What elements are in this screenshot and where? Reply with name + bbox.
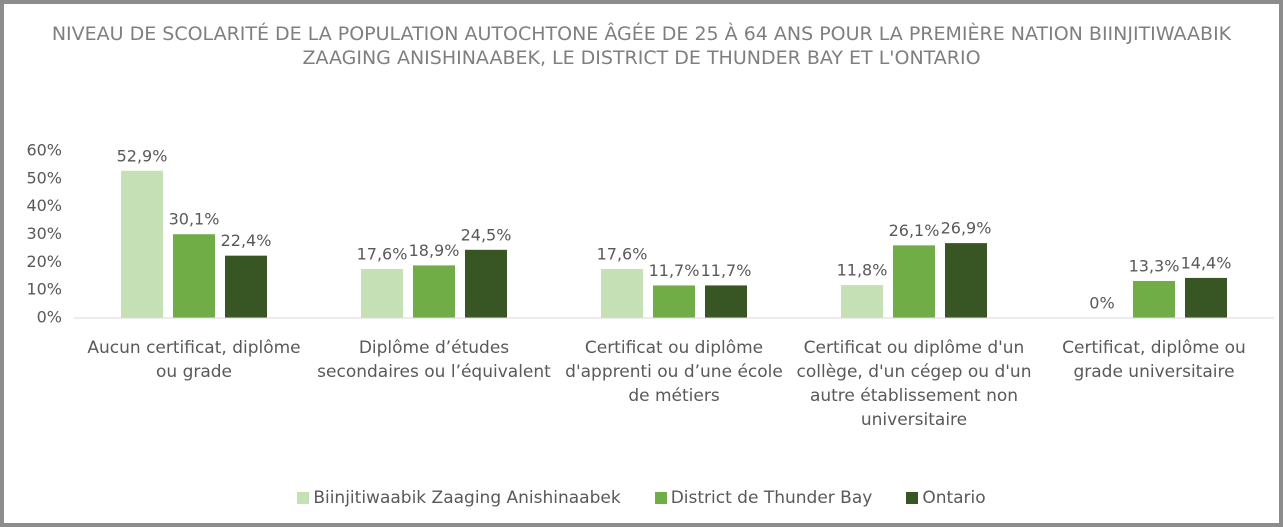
bar	[945, 243, 987, 318]
legend: Biinjitiwaabik Zaaging Anishinaabek Distr…	[4, 488, 1279, 508]
y-tick-label: 0%	[37, 308, 62, 327]
x-tick-label: Certificat ou diplôme d'un collège, d'un…	[796, 338, 1032, 430]
x-tick-label: Aucun certificat, diplôme ou grade	[87, 338, 301, 382]
bar	[413, 265, 455, 318]
legend-label: Biinjitiwaabik Zaaging Anishinaabek	[313, 488, 621, 508]
bar	[1185, 277, 1227, 318]
legend-item: Ontario	[906, 488, 986, 508]
y-tick-label: 60%	[26, 141, 62, 160]
bar	[121, 170, 163, 318]
bar	[705, 285, 747, 318]
data-label: 17,6%	[597, 245, 648, 264]
data-label: 0%	[1089, 294, 1114, 313]
data-label: 11,8%	[837, 261, 888, 280]
y-tick-label: 10%	[26, 280, 62, 299]
bar	[653, 285, 695, 318]
plot: 0% 10% 20% 30% 40% 50% 60% 52,9% 30,1%22,4% 17,6%…	[26, 141, 1274, 327]
bar	[841, 285, 883, 318]
x-tick-label: Certificat, diplôme ou grade universitai…	[1062, 338, 1246, 382]
y-tick-label: 50%	[26, 168, 62, 187]
legend-label: District de Thunder Bay	[670, 488, 873, 508]
data-label: 24,5%	[461, 225, 512, 244]
bar	[1133, 280, 1175, 318]
data-label: 26,9%	[941, 219, 992, 238]
data-label: 30,1%	[169, 210, 220, 229]
legend-label: Ontario	[922, 488, 986, 508]
chart-title: NIVEAU DE SCOLARITÉ DE LA POPULATION AUT…	[51, 23, 1232, 69]
y-tick-label: 40%	[26, 196, 62, 215]
data-label: 14,4%	[1181, 253, 1232, 272]
data-label: 18,9%	[409, 241, 460, 260]
y-tick-label: 20%	[26, 252, 62, 271]
data-label: 17,6%	[357, 245, 408, 264]
legend-swatch	[654, 492, 667, 504]
data-label: 22,4%	[221, 231, 272, 250]
bar	[601, 269, 643, 318]
data-label: 11,7%	[701, 261, 752, 280]
legend-item: Biinjitiwaabik Zaaging Anishinaabek	[297, 488, 621, 508]
bar	[465, 249, 507, 318]
data-label: 52,9%	[117, 146, 168, 165]
bar	[225, 255, 267, 318]
y-tick-label: 30%	[26, 224, 62, 243]
bar	[361, 269, 403, 318]
data-label: 11,7%	[649, 261, 700, 280]
data-label: 13,3%	[1129, 256, 1180, 275]
legend-swatch	[906, 492, 919, 504]
legend-item: District de Thunder Bay	[654, 488, 873, 508]
bar	[893, 245, 935, 318]
x-tick-label: Certificat ou diplôme d'apprenti ou d’un…	[565, 338, 783, 406]
legend-swatch	[297, 492, 310, 504]
data-label: 26,1%	[889, 221, 940, 240]
bar	[173, 234, 215, 318]
x-tick-label: Diplôme d’études secondaires ou l’équiva…	[317, 338, 551, 382]
